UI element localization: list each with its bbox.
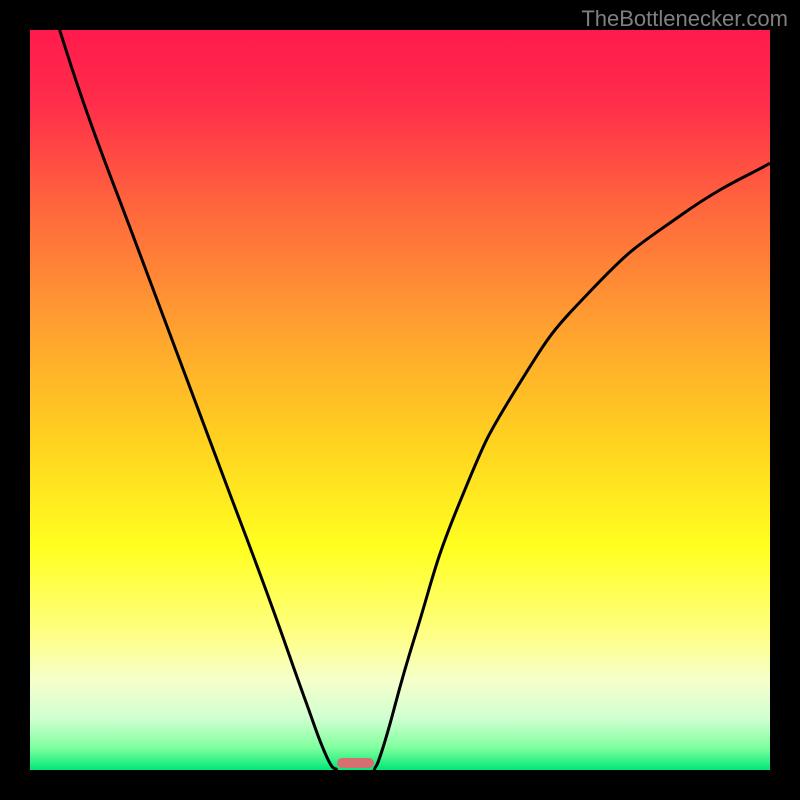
watermark-text: TheBottlenecker.com	[581, 6, 788, 32]
optimal-range-marker	[337, 758, 374, 768]
plot-area	[30, 30, 770, 770]
curve-right-branch	[374, 163, 770, 770]
curve-left-branch	[60, 30, 338, 770]
bottleneck-curve	[30, 30, 770, 770]
